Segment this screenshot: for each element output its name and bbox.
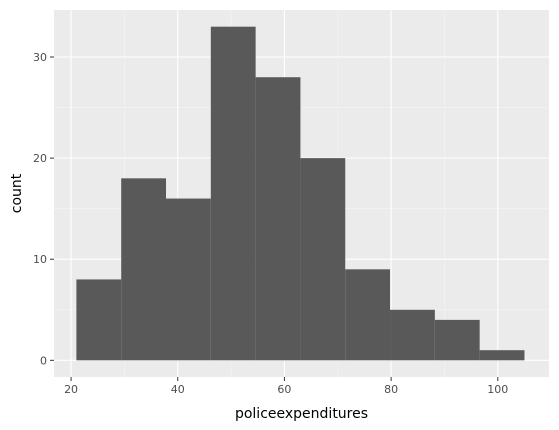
histogram-bar	[255, 77, 301, 361]
x-tick-label: 60	[277, 383, 291, 396]
histogram-bar	[210, 26, 256, 361]
y-tick-label: 20	[33, 152, 47, 165]
histogram-bar	[434, 319, 480, 361]
x-axis-title: policeexpenditures	[235, 406, 368, 422]
histogram-bar	[166, 198, 211, 361]
histogram-bar	[121, 178, 167, 361]
x-tick-label: 100	[487, 383, 508, 396]
x-axis-ticks: 20 40 60 80 100	[64, 377, 508, 396]
y-axis-ticks: 0 10 20 30	[33, 51, 54, 367]
x-tick-label: 80	[384, 383, 398, 396]
histogram-bars	[76, 26, 525, 361]
histogram-bar	[76, 279, 122, 361]
histogram-bar	[479, 350, 525, 361]
histogram-bar	[390, 309, 435, 361]
y-axis-title: count	[9, 173, 25, 213]
y-tick-label: 30	[33, 51, 47, 64]
y-tick-label: 0	[40, 354, 47, 367]
x-tick-label: 20	[64, 383, 78, 396]
y-tick-label: 10	[33, 253, 47, 266]
x-tick-label: 40	[171, 383, 185, 396]
histogram-bar	[300, 158, 346, 361]
histogram-bar	[345, 269, 391, 361]
